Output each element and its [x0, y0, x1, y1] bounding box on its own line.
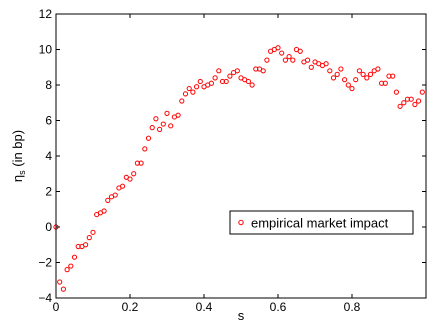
- data-point: [182, 91, 189, 97]
- data-point: [275, 45, 281, 51]
- data-point: [290, 57, 296, 63]
- data-point: [327, 68, 333, 74]
- y-tick-label: 12: [39, 7, 53, 21]
- y-tick-label: 10: [39, 43, 53, 57]
- y-axis-label-symbol: η: [10, 175, 25, 182]
- data-point: [64, 267, 70, 273]
- data-point: [356, 68, 362, 74]
- data-point: [57, 279, 63, 285]
- y-tick-label: 6: [45, 114, 52, 128]
- data-point: [308, 64, 314, 70]
- y-tick-label: 0: [45, 220, 52, 234]
- data-point: [138, 160, 144, 166]
- data-point: [234, 68, 240, 74]
- data-point: [71, 254, 78, 260]
- data-point: [68, 263, 74, 269]
- data-point: [212, 75, 218, 81]
- data-point: [353, 77, 359, 83]
- data-point: [131, 171, 137, 177]
- data-point: [297, 48, 303, 54]
- x-tick-label: 0.8: [344, 300, 361, 314]
- data-point: [142, 146, 148, 152]
- legend-box: [229, 210, 414, 235]
- data-point: [338, 66, 344, 72]
- data-point: [249, 82, 255, 88]
- data-point: [245, 78, 251, 85]
- data-point: [412, 101, 418, 108]
- data-point: [330, 75, 337, 81]
- data-point: [260, 68, 266, 74]
- data-point: [282, 57, 288, 63]
- data-point: [145, 135, 152, 141]
- x-axis-label: s: [238, 308, 245, 323]
- data-point: [127, 176, 133, 182]
- legend-label: empirical market impact: [251, 216, 389, 231]
- data-point: [112, 192, 118, 198]
- data-point: [101, 208, 107, 214]
- data-point: [223, 78, 229, 85]
- data-point: [175, 112, 181, 118]
- data-point: [197, 78, 203, 85]
- data-point: [416, 98, 422, 104]
- data-point: [334, 71, 340, 77]
- data-point: [194, 84, 200, 90]
- data-point: [179, 98, 185, 104]
- x-tick-label: 0.6: [270, 300, 287, 314]
- data-point: [120, 183, 126, 189]
- plot-area-frame: [55, 13, 427, 299]
- y-tick-label: 4: [45, 149, 52, 163]
- y-tick-label: −4: [38, 291, 52, 305]
- data-point: [360, 71, 366, 77]
- data-point: [349, 85, 355, 92]
- y-axis-label-unit: (in bp): [10, 130, 25, 170]
- data-point: [397, 103, 403, 109]
- data-point: [153, 116, 159, 122]
- data-point: [401, 100, 407, 106]
- data-markers: [53, 45, 425, 292]
- x-tick-label: 0.2: [122, 300, 139, 314]
- data-point: [227, 73, 233, 79]
- data-point: [190, 89, 196, 95]
- data-point: [168, 123, 174, 129]
- data-point: [305, 57, 311, 63]
- legend-marker: [238, 219, 244, 226]
- data-point: [186, 85, 192, 92]
- data-point: [286, 54, 292, 60]
- data-point: [367, 71, 374, 77]
- data-point: [364, 75, 370, 81]
- data-point: [86, 235, 92, 241]
- y-tick-label: 2: [45, 185, 52, 199]
- y-axis-label-subscript: s: [17, 170, 27, 175]
- data-point: [379, 80, 385, 86]
- data-point: [90, 229, 96, 235]
- data-point: [342, 77, 348, 83]
- data-point: [390, 73, 396, 79]
- data-point: [264, 57, 270, 63]
- data-point: [408, 96, 414, 102]
- data-point: [323, 61, 329, 67]
- data-point: [157, 126, 163, 132]
- y-axis-label: ηs (in bp): [10, 130, 27, 182]
- data-point: [149, 125, 155, 131]
- data-point: [393, 89, 399, 95]
- data-point: [105, 197, 111, 203]
- y-tick-label: 8: [45, 78, 52, 92]
- legend: empirical market impact: [229, 210, 414, 235]
- y-tick-label: −2: [38, 256, 52, 270]
- data-point: [160, 121, 166, 127]
- data-point: [419, 89, 425, 95]
- data-point: [216, 68, 222, 74]
- data-point: [208, 80, 214, 86]
- data-point: [382, 80, 388, 86]
- axis-ticks: 0 0.2 0.4 0.6 0.8 −4 −2 0 2 4 6 8 10 12: [38, 7, 426, 314]
- x-tick-label: 0.4: [196, 300, 213, 314]
- x-tick-label: 0: [53, 300, 60, 314]
- data-point: [279, 50, 285, 56]
- data-point: [345, 82, 351, 88]
- data-point: [164, 110, 170, 117]
- data-point: [83, 242, 89, 248]
- data-point: [375, 66, 381, 72]
- data-point: [60, 286, 67, 292]
